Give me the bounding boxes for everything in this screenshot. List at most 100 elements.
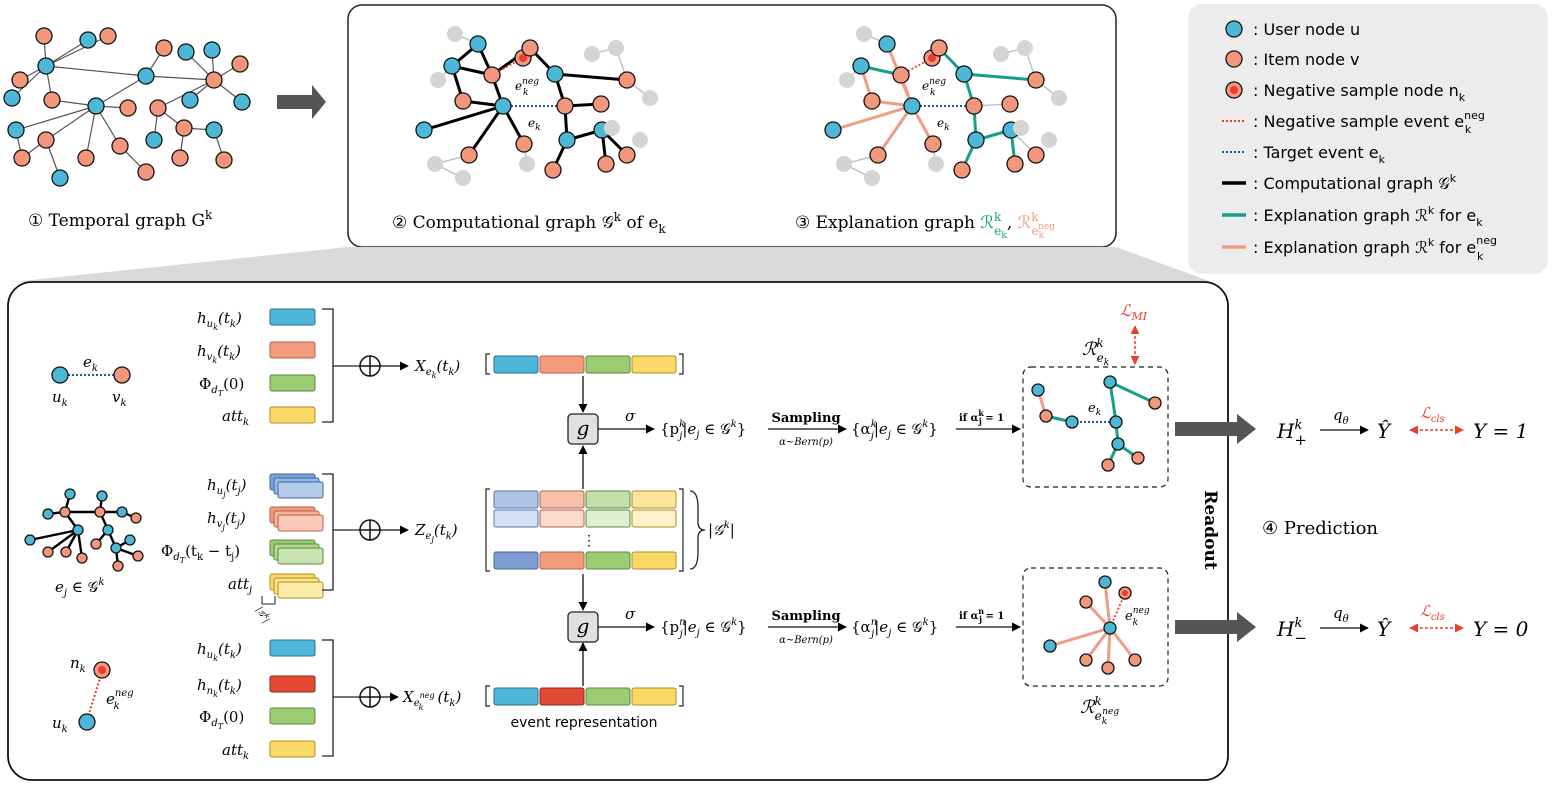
- graph-edge: [45, 65, 147, 77]
- neighbor-features: huj(tj) hvj(tj) ΦdT(tk − tj) attj: [161, 476, 252, 596]
- inactive-node: [427, 156, 443, 172]
- user-node-uk-neg: [78, 713, 96, 731]
- user-node: [7, 121, 25, 139]
- set-p-pos: {pk j|ej ∈ 𝒢k}: [660, 419, 746, 442]
- graph-edge: [15, 105, 97, 131]
- item-node: [59, 506, 71, 518]
- feat-att-k-neg: attk: [222, 741, 249, 762]
- inactive-node: [1017, 40, 1033, 56]
- feat-h-uk: huk(tk): [197, 309, 242, 332]
- feat-phi-0-neg: ΦdT(0): [199, 708, 244, 731]
- sigma-top: σ: [625, 407, 636, 425]
- graph-edge: [1108, 627, 1137, 661]
- label-vk: vk: [112, 388, 127, 409]
- eg-label-ek: ek: [937, 116, 950, 133]
- loss-cls-pos: ℒcls: [1420, 404, 1445, 425]
- user-node: [116, 506, 128, 518]
- graph-edge: [29, 528, 79, 542]
- flow-arrow-1: [277, 85, 326, 119]
- vec3-seg1: [493, 687, 539, 706]
- inactive-node: [430, 72, 446, 88]
- inactive-node: [519, 156, 535, 172]
- h-pos: Hk +: [1276, 418, 1307, 449]
- feat-h-vj: hvj(tj): [207, 509, 246, 532]
- item-node: [544, 161, 562, 179]
- legend-expl-neg-label: : Explanation graph ℛk for eneg k: [1253, 234, 1497, 263]
- user-node: [415, 121, 433, 139]
- item-node: [1131, 451, 1145, 465]
- user-node: [203, 41, 221, 59]
- temporal-graph-caption: ① Temporal graph Gk: [28, 208, 213, 231]
- user-node: [1111, 437, 1125, 451]
- item-node: [1148, 396, 1162, 410]
- legend-item-node: [1225, 50, 1243, 68]
- loss-cls-neg: ℒcls: [1420, 602, 1445, 623]
- inactive-node: [993, 46, 1009, 62]
- user-node: [494, 97, 512, 115]
- graph-edge: [554, 72, 628, 82]
- label-card-g: |𝒢k|: [708, 520, 735, 539]
- item-node: [556, 97, 574, 115]
- item-node: [132, 550, 144, 562]
- graph-edge: [47, 529, 79, 553]
- zoom-projection: [12, 247, 1212, 282]
- user-node: [205, 121, 223, 139]
- feat-phi-tj: ΦdT(tk − tj): [161, 542, 240, 565]
- graph-edge: [45, 105, 97, 141]
- graph-edge: [95, 75, 147, 107]
- item-node: [953, 161, 971, 179]
- item-node: [149, 99, 167, 117]
- sampling-bottom: Sampling: [771, 609, 840, 624]
- user-node: [233, 93, 251, 111]
- user-node: [79, 31, 97, 49]
- graph-edge: [145, 75, 215, 81]
- item-node: [111, 137, 129, 155]
- legend-negative-dot: [1230, 86, 1238, 94]
- item-node: [43, 91, 61, 109]
- legend-box: [1188, 4, 1548, 274]
- item-node: [99, 27, 117, 45]
- temporal-graph: [3, 27, 251, 187]
- item-node: [1027, 146, 1045, 164]
- bar-h-uk-neg: [269, 639, 316, 657]
- user-node: [955, 65, 973, 83]
- neighbor-matrix: [493, 490, 677, 570]
- legend-negative-event-label: : Negative sample event eneg k: [1253, 109, 1485, 136]
- item-node: [1079, 653, 1093, 667]
- feat-att-j: attj: [228, 575, 252, 596]
- oplus-row1: [359, 355, 381, 377]
- bar-att-k-neg: [269, 740, 316, 758]
- user-node: [1109, 415, 1123, 429]
- loss-mi: ℒMI: [1120, 301, 1148, 323]
- user-node: [1103, 621, 1117, 635]
- feat-h-uj: huj(tj): [207, 476, 247, 499]
- legend-user-label: : User node u: [1253, 20, 1360, 39]
- y-hat-neg: Ŷ: [1377, 617, 1392, 641]
- label-ek: ek: [83, 353, 98, 374]
- explanation-graph-caption: ③ Explanation graph ℛk ek, ℛk ekneg: [795, 210, 1055, 241]
- inactive-node: [455, 170, 471, 186]
- item-node: [171, 149, 189, 167]
- user-node: [51, 169, 69, 187]
- user-node: [87, 97, 105, 115]
- legend-negative-node-label: : Negative sample node nk: [1253, 81, 1466, 104]
- user-node: [102, 524, 114, 536]
- user-node: [64, 488, 76, 500]
- user-node: [443, 57, 461, 75]
- inactive-node: [1013, 120, 1029, 136]
- readout-arrow-neg: [1175, 612, 1256, 642]
- item-node: [60, 546, 72, 558]
- user-node: [24, 534, 36, 546]
- bar-att-k: [269, 406, 316, 424]
- item-node: [597, 155, 615, 173]
- event-representation-label: event representation: [511, 715, 658, 731]
- item-node: [119, 99, 137, 117]
- label-uk: uk: [52, 388, 68, 409]
- label-card-g-small: |𝒢k|: [253, 604, 273, 625]
- user-node: [967, 131, 985, 149]
- target-event-icon: ek uk vk: [51, 353, 131, 409]
- vec3-seg3: [585, 687, 631, 706]
- if-alpha-pos: if αk j = 1: [959, 408, 1004, 426]
- user-node: [96, 490, 108, 502]
- item-node: [90, 538, 102, 550]
